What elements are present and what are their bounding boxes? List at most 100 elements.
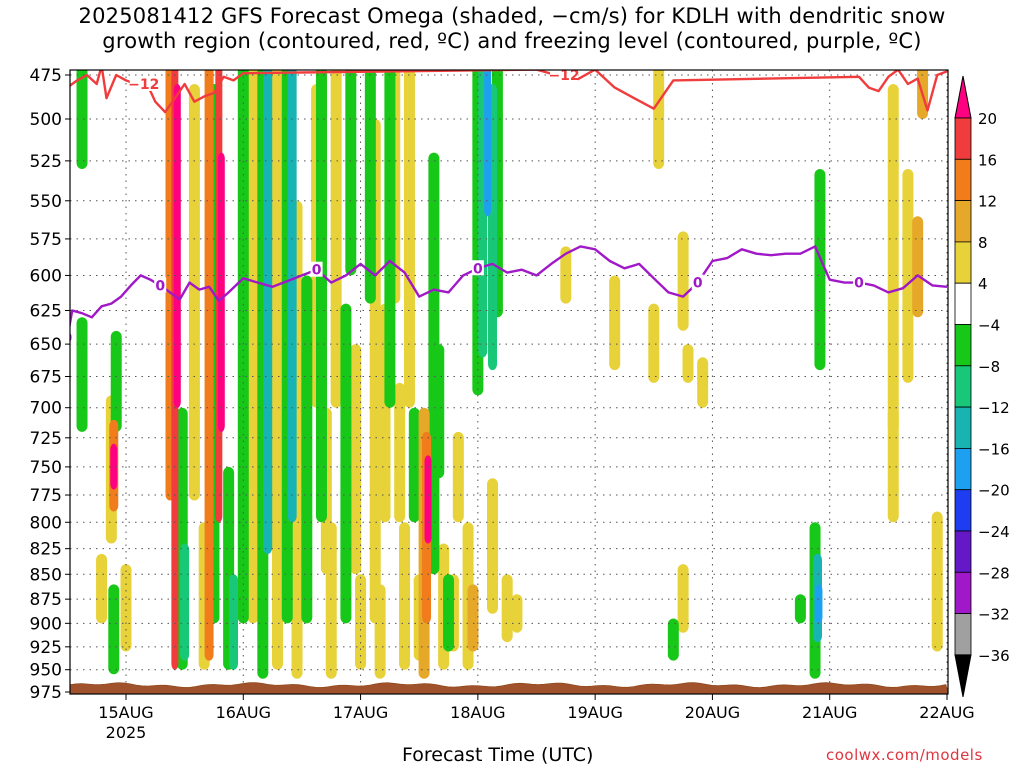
colorbar-swatch xyxy=(954,447,972,491)
omega-cell xyxy=(408,407,420,523)
omega-cell xyxy=(301,275,313,624)
temperature-contours: 0 0 0 0 0 0 −12 −12 xyxy=(62,68,948,346)
chart-title: 2025081412 GFS Forecast Omega (shaded, −… xyxy=(0,4,1024,54)
colorbar-swatch xyxy=(954,158,972,202)
colorbar-swatch xyxy=(954,282,972,325)
omega-cell xyxy=(648,303,660,383)
y-tick-label: 975 xyxy=(30,683,62,703)
colorbar-swatch xyxy=(954,406,972,449)
omega-cell xyxy=(204,70,214,661)
omega-cell xyxy=(374,584,386,679)
credit-link[interactable]: coolwx.com/models xyxy=(826,746,983,764)
x-tick-label: 22AUG xyxy=(919,703,974,722)
omega-cell xyxy=(452,431,464,523)
colorbar-swatch xyxy=(954,571,972,614)
contour-label-bg xyxy=(471,260,484,276)
y-tick-label: 725 xyxy=(30,429,62,449)
contour-label: −12 xyxy=(548,68,579,84)
colorbar-label: −28 xyxy=(978,564,1010,582)
omega-cell xyxy=(887,407,899,523)
colorbar-swatch xyxy=(954,365,972,408)
y-tick-label: 500 xyxy=(30,110,62,130)
contour-label-bg xyxy=(129,75,158,91)
ground-surface xyxy=(69,682,949,695)
x-tick-label: 19AUG xyxy=(567,703,622,722)
colorbar-label: −8 xyxy=(978,358,1000,376)
omega-cell xyxy=(180,543,190,661)
y-tick-label: 475 xyxy=(30,66,62,86)
omega-cell xyxy=(229,574,239,670)
omega-cell xyxy=(487,478,499,614)
colorbar-label: −12 xyxy=(978,399,1010,417)
omega-cell xyxy=(399,522,411,670)
colorbar-swatch xyxy=(954,324,972,367)
y-tick-label: 575 xyxy=(30,230,62,250)
omega-cell xyxy=(501,574,513,643)
colorbar-swatch xyxy=(954,489,972,532)
x-tick-label: 17AUG xyxy=(333,703,388,722)
y-tick-label: 875 xyxy=(30,590,62,610)
omega-cell xyxy=(76,70,88,170)
colorbar-label: 16 xyxy=(978,151,997,169)
omega-cell xyxy=(887,83,899,432)
omega-cell xyxy=(237,70,249,624)
dgz-minus12-line xyxy=(70,70,948,114)
y-tick-label: 550 xyxy=(30,192,62,212)
y-tick-label: 850 xyxy=(30,565,62,585)
x-tick-label: 16AUG xyxy=(216,703,271,722)
omega-cell xyxy=(110,443,118,490)
omega-cell xyxy=(609,275,621,371)
omega-cell xyxy=(96,553,108,624)
omega-cell xyxy=(443,574,455,652)
omega-cell xyxy=(815,584,823,624)
omega-cell xyxy=(467,584,479,652)
x-axis-label: Forecast Time (UTC) xyxy=(402,744,594,766)
omega-cell xyxy=(355,574,367,670)
colorbar-swatch xyxy=(954,613,972,656)
colorbar-label: −4 xyxy=(978,317,1000,335)
colorbar-label: 12 xyxy=(978,193,997,211)
omega-cell xyxy=(108,584,120,675)
omega-cell xyxy=(325,522,337,679)
omega-cell xyxy=(677,231,689,331)
omega-cell xyxy=(902,169,914,383)
contour-label-bg xyxy=(853,274,866,290)
x-tick-year: 2025 xyxy=(106,723,147,742)
omega-cell xyxy=(814,169,826,371)
omega-cell xyxy=(424,455,432,544)
y-tick-label: 925 xyxy=(30,638,62,658)
colorbar-arrow-top xyxy=(954,75,972,119)
contour-label: −12 xyxy=(128,77,159,93)
contour-label-bg xyxy=(70,329,74,345)
y-tick-label: 650 xyxy=(30,335,62,355)
y-tick-label: 700 xyxy=(30,399,62,419)
omega-cell xyxy=(330,70,342,408)
omega-cell xyxy=(912,216,924,318)
colorbar-swatch xyxy=(954,117,972,160)
plot-frame xyxy=(69,69,949,695)
omega-cell xyxy=(271,70,283,670)
omega-cell xyxy=(667,618,679,661)
x-tick-label: 15AUG xyxy=(98,703,153,722)
colorbar: 20 16 12 8 4 −4 −8 −12 −16 −20 −24 −28 −32 −36 xyxy=(954,75,1010,697)
colorbar-label: 8 xyxy=(978,234,988,252)
contour-label: 0 xyxy=(854,276,864,292)
y-tick-label: 600 xyxy=(30,266,62,286)
colorbar-label: 4 xyxy=(978,275,988,293)
omega-cell xyxy=(120,564,132,652)
contour-label-bg xyxy=(550,70,579,82)
contour-label: 0 xyxy=(62,330,72,346)
freezing-level-line xyxy=(70,245,948,330)
omega-cell xyxy=(677,564,689,633)
omega-cell xyxy=(76,317,88,432)
colorbar-swatch xyxy=(954,241,972,284)
omega-cell xyxy=(394,382,406,523)
title-line-1: 2025081412 GFS Forecast Omega (shaded, −… xyxy=(78,4,946,28)
omega-cell xyxy=(384,70,396,408)
y-tick-label: 825 xyxy=(30,540,62,560)
contour-label-bg xyxy=(691,274,704,290)
omega-cell xyxy=(217,152,225,432)
colorbar-label: −24 xyxy=(978,523,1010,541)
omega-cell xyxy=(345,70,357,276)
omega-cell xyxy=(682,344,694,383)
